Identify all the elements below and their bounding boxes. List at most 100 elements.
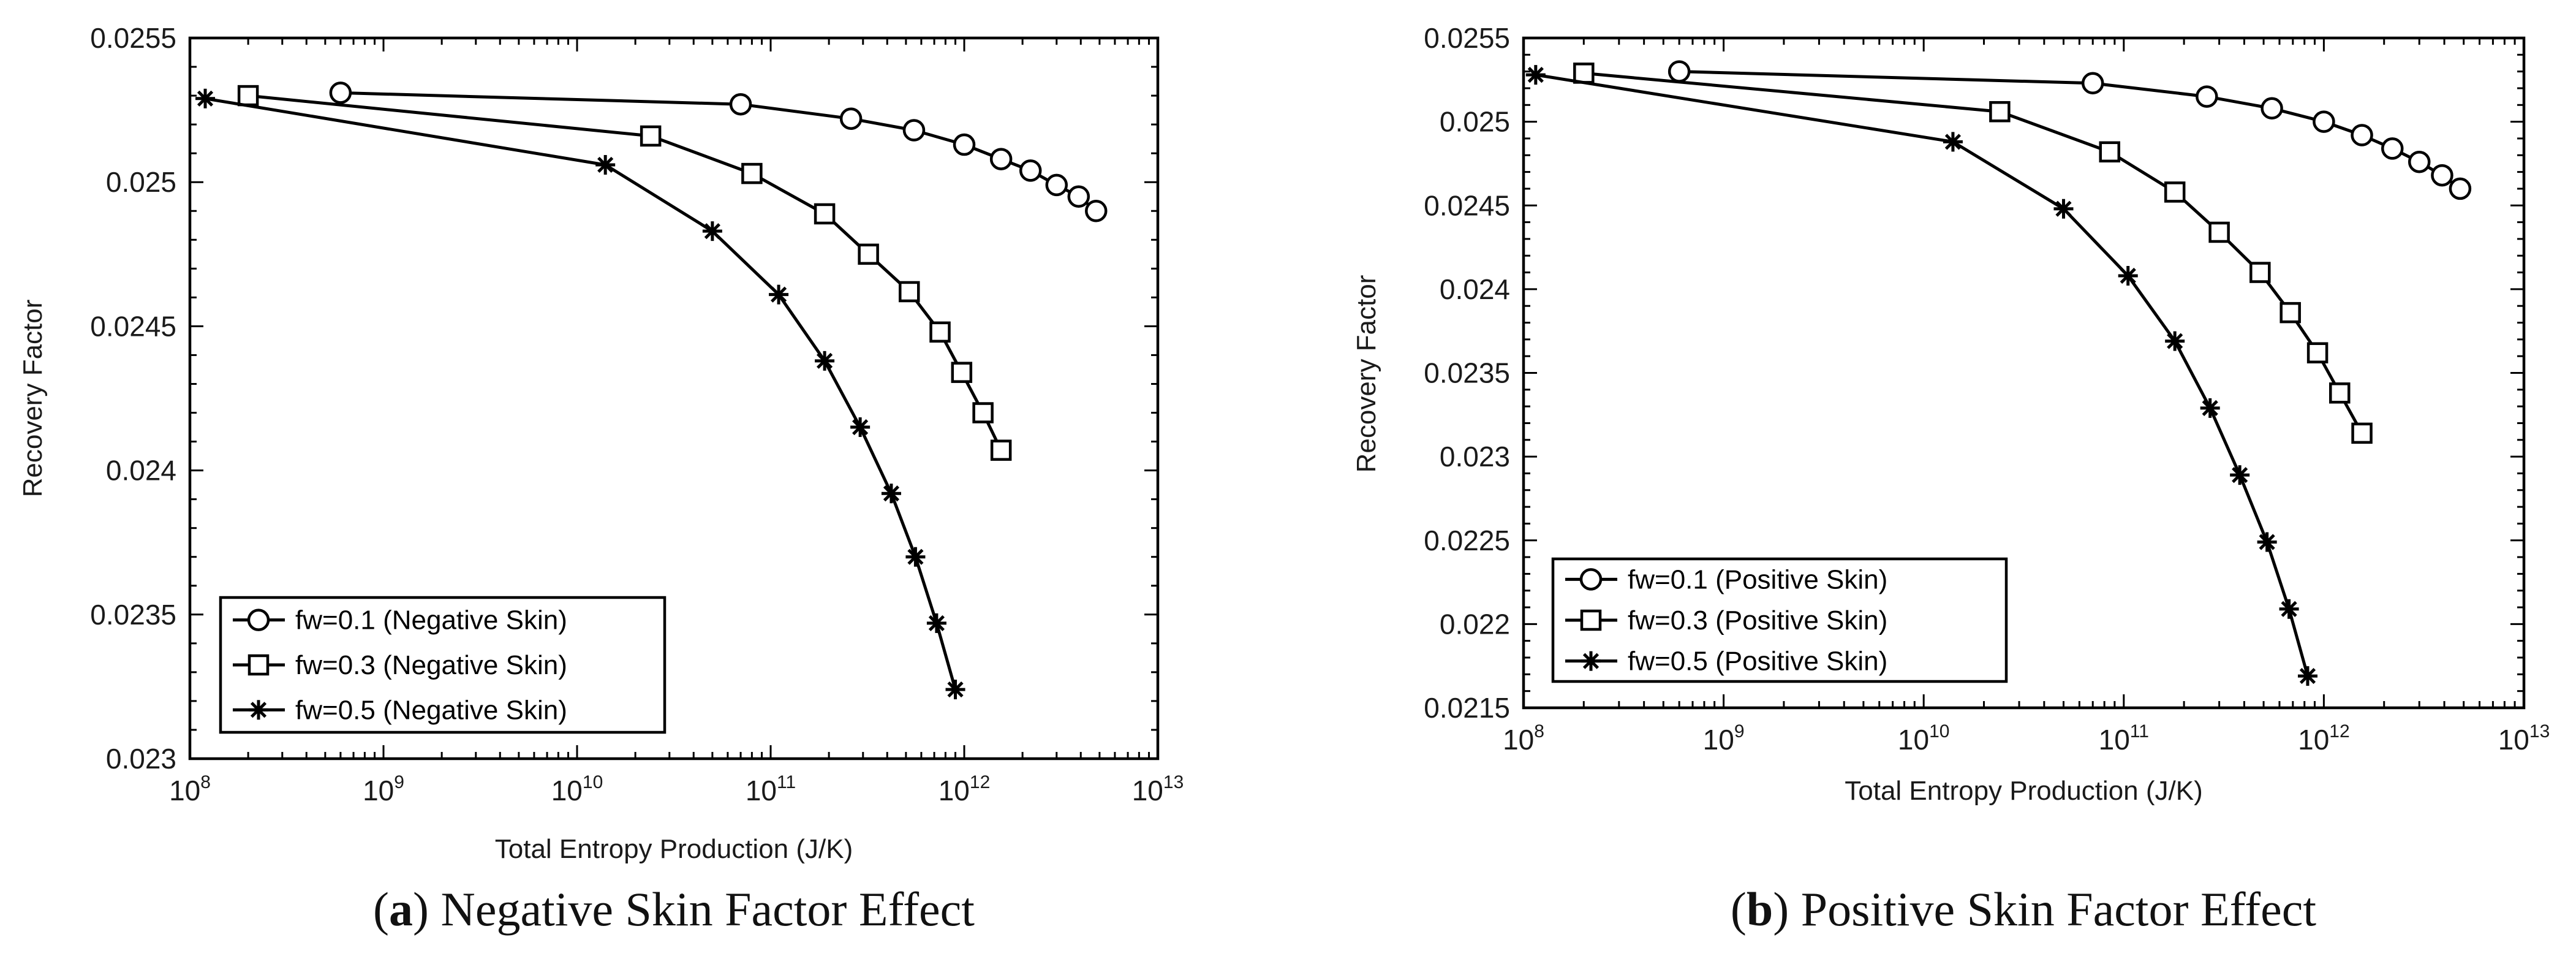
- x-tick-label: 109: [363, 772, 404, 806]
- data-point-circle: [2351, 124, 2373, 146]
- y-tick-label: 0.0255: [90, 22, 176, 54]
- data-point-circle: [1045, 173, 1068, 197]
- data-point-square: [1989, 101, 2011, 123]
- star-stroke: [907, 548, 924, 565]
- data-point-square: [899, 281, 920, 303]
- plot-frame: [188, 36, 1160, 761]
- data-point-star: [595, 154, 616, 175]
- data-point-circle: [989, 148, 1013, 170]
- star-stroke: [2167, 333, 2183, 349]
- x-tick-label: 1011: [2099, 721, 2149, 756]
- legend-marker-circle: [1579, 568, 1603, 591]
- legend: fw=0.1 (Positive Skin) fw=0.3 (Positive S…: [1551, 557, 2008, 683]
- data-point-star: [2053, 199, 2074, 219]
- data-point-square: [2249, 262, 2271, 283]
- x-tick-label: 1012: [2298, 721, 2350, 756]
- data-point-square: [972, 402, 994, 423]
- data-point-circle: [1067, 185, 1090, 208]
- y-tick-label: 0.0255: [1424, 22, 1510, 54]
- data-point-circle: [2196, 85, 2218, 108]
- star-stroke: [704, 223, 720, 240]
- panel-caption: (a) Negative Skin Factor Effect: [373, 882, 975, 936]
- data-point-circle: [953, 133, 976, 156]
- y-tick-label: 0.024: [1440, 273, 1510, 305]
- data-point-star: [2230, 465, 2250, 485]
- star-stroke: [250, 702, 267, 718]
- data-point-circle: [2431, 164, 2453, 187]
- star-stroke: [2281, 601, 2297, 617]
- legend-marker-square: [1580, 609, 1602, 631]
- star-stroke: [1944, 134, 1962, 150]
- data-point-square: [2208, 221, 2230, 243]
- star-stroke: [883, 485, 900, 502]
- x-tick-label: 1010: [551, 772, 603, 806]
- data-point-square: [2164, 181, 2186, 203]
- series-square-2: [1573, 63, 2373, 444]
- y-tick-label: 0.023: [106, 743, 176, 775]
- y-tick-label: 0.0245: [1424, 189, 1510, 221]
- data-point-square: [858, 243, 879, 265]
- legend-entry: fw=0.5 (Positive Skin): [1628, 647, 1887, 677]
- legend-marker-star: [1581, 651, 1601, 671]
- data-point-circle: [2449, 177, 2472, 200]
- data-point-star: [1943, 132, 1963, 152]
- data-point-circle: [729, 93, 752, 116]
- y-axis-label: Recovery Factor: [1351, 275, 1381, 473]
- star-stroke: [770, 286, 787, 303]
- y-tick-label: 0.025: [106, 166, 176, 198]
- star-stroke: [2259, 534, 2275, 550]
- data-point-square: [814, 203, 836, 225]
- x-tick-label: 1012: [939, 772, 991, 806]
- series-line: [1679, 70, 2461, 190]
- data-point-star: [881, 484, 901, 504]
- data-point-circle: [2408, 150, 2431, 173]
- data-point-circle: [2381, 137, 2404, 160]
- data-point-star: [1525, 65, 1546, 85]
- data-point-circle: [329, 82, 352, 104]
- data-point-square: [929, 321, 951, 343]
- data-point-square: [990, 439, 1012, 461]
- y-tick-label: 0.0235: [1424, 357, 1510, 389]
- data-point-square: [2329, 382, 2351, 404]
- x-tick-label: 108: [169, 772, 211, 806]
- y-axis-label: Recovery Factor: [18, 300, 48, 498]
- chart-panel-a: 108 109 1010 1011 1012 1013 0.023 0.0235 0.024 0.…: [18, 22, 1184, 936]
- y-tick-label: 0.025: [1440, 106, 1510, 138]
- data-point-circle: [839, 107, 863, 130]
- legend-entry: fw=0.1 (Positive Skin): [1628, 564, 1887, 594]
- panel-caption: (b) Positive Skin Factor Effect: [1731, 882, 2316, 936]
- legend-entry: fw=0.5 (Negative Skin): [295, 695, 567, 725]
- legend-marker-star: [249, 700, 268, 720]
- y-tick-label: 0.0245: [90, 310, 176, 342]
- data-point-circle: [902, 119, 926, 142]
- data-point-square: [2099, 141, 2120, 163]
- legend-entry: fw=0.3 (Negative Skin): [295, 650, 567, 680]
- x-axis-label: Total Entropy Production (J/K): [495, 834, 853, 864]
- data-point-star: [2200, 398, 2220, 418]
- series-line: [340, 91, 1097, 213]
- data-point-square: [951, 362, 973, 383]
- y-tick-label: 0.023: [1440, 441, 1510, 472]
- series-star-3: [1525, 65, 2317, 686]
- data-point-square: [237, 85, 259, 107]
- data-point-circle: [2081, 72, 2104, 95]
- data-point-square: [2306, 342, 2329, 363]
- data-point-circle: [2313, 110, 2335, 133]
- data-point-star: [2279, 599, 2299, 619]
- star-stroke: [1527, 67, 1544, 83]
- data-point-circle: [1668, 60, 1691, 83]
- series-line: [247, 94, 1003, 451]
- x-tick-label: 1013: [1132, 772, 1184, 806]
- data-point-star: [702, 221, 722, 241]
- data-point-star: [2165, 331, 2185, 351]
- data-point-square: [1573, 63, 1595, 84]
- star-stroke: [2299, 668, 2316, 685]
- series-line: [1535, 73, 2310, 677]
- legend-box: [1551, 557, 2008, 683]
- legend-entry: fw=0.3 (Positive Skin): [1628, 605, 1887, 635]
- x-tick-label: 1011: [746, 772, 796, 806]
- data-point-star: [195, 88, 216, 108]
- data-point-circle: [2261, 97, 2283, 120]
- series-line: [1584, 71, 2363, 434]
